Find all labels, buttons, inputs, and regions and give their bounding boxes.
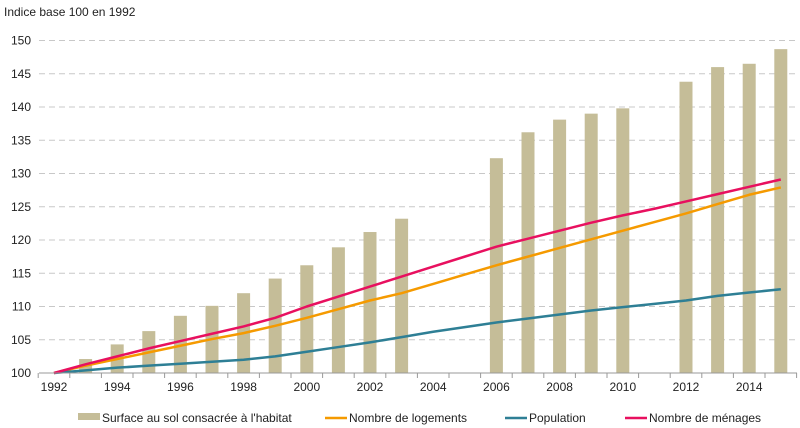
- bar: [616, 108, 630, 373]
- y-tick-label: 145: [11, 67, 31, 81]
- bar: [679, 81, 693, 373]
- bar: [742, 63, 756, 374]
- x-tick-label: 2000: [293, 380, 320, 394]
- bar: [395, 218, 409, 373]
- x-tick-label: 2014: [736, 380, 763, 394]
- bar: [173, 315, 187, 373]
- y-tick-label: 120: [11, 233, 31, 247]
- legend-label: Population: [529, 411, 586, 425]
- bar: [711, 67, 725, 373]
- y-tick-label: 115: [12, 266, 31, 280]
- y-tick-label: 130: [11, 167, 31, 181]
- legend-label: Surface au sol consacrée à l'habitat: [102, 411, 292, 425]
- y-tick-label: 150: [11, 34, 31, 48]
- bar: [774, 49, 788, 374]
- series-line: [53, 186, 782, 375]
- x-tick-label: 2012: [673, 380, 700, 394]
- y-axis-label: Indice base 100 en 1992: [4, 5, 136, 19]
- bar: [553, 119, 567, 373]
- x-tick-label: 1992: [41, 380, 68, 394]
- series-line: [53, 178, 782, 375]
- y-tick-label: 125: [11, 200, 31, 214]
- x-tick-label: 2010: [609, 380, 636, 394]
- bar: [363, 232, 377, 373]
- y-tick-label: 135: [11, 133, 31, 147]
- x-tick-label: 2002: [357, 380, 384, 394]
- y-tick-label: 105: [11, 333, 31, 347]
- legend-swatch: [78, 413, 100, 420]
- y-tick-label: 110: [12, 300, 31, 314]
- x-tick-label: 1998: [230, 380, 257, 394]
- y-tick-label: 100: [11, 366, 31, 380]
- legend-label: Nombre de ménages: [649, 411, 761, 425]
- x-tick-label: 2004: [420, 380, 447, 394]
- series-line: [53, 287, 781, 375]
- bar: [521, 132, 535, 373]
- bar: [300, 265, 314, 373]
- x-tick-label: 2008: [546, 380, 573, 394]
- legend-label: Nombre de logements: [349, 411, 467, 425]
- x-tick-label: 1996: [167, 380, 194, 394]
- x-tick-label: 2006: [483, 380, 510, 394]
- x-tick-label: 1994: [104, 380, 131, 394]
- bar: [584, 113, 598, 374]
- y-tick-label: 140: [11, 100, 31, 114]
